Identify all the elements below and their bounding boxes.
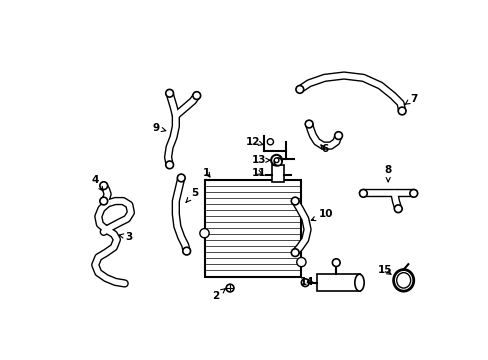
- Ellipse shape: [354, 274, 364, 291]
- Text: 1: 1: [203, 167, 210, 177]
- Circle shape: [397, 107, 405, 115]
- Circle shape: [177, 174, 185, 182]
- Circle shape: [296, 257, 305, 267]
- Text: 8: 8: [384, 165, 391, 182]
- Circle shape: [393, 205, 401, 213]
- Bar: [316, 274, 359, 291]
- Circle shape: [165, 161, 173, 169]
- Circle shape: [274, 158, 282, 166]
- Circle shape: [359, 189, 366, 197]
- Circle shape: [305, 120, 312, 128]
- Text: 13: 13: [251, 155, 269, 165]
- Text: 11: 11: [251, 167, 265, 177]
- Ellipse shape: [393, 270, 413, 291]
- Text: 12: 12: [245, 137, 263, 147]
- Circle shape: [291, 249, 299, 256]
- Text: 3: 3: [119, 232, 133, 242]
- Circle shape: [100, 197, 107, 205]
- Circle shape: [192, 92, 200, 99]
- Circle shape: [267, 139, 273, 145]
- Text: 2: 2: [212, 289, 225, 301]
- Text: 14: 14: [300, 277, 314, 287]
- Circle shape: [183, 247, 190, 255]
- Circle shape: [274, 158, 278, 163]
- Circle shape: [226, 284, 233, 292]
- Ellipse shape: [396, 273, 410, 288]
- Circle shape: [332, 259, 340, 266]
- Circle shape: [409, 189, 417, 197]
- Circle shape: [334, 132, 342, 139]
- Text: 9: 9: [152, 123, 165, 133]
- Text: 7: 7: [404, 94, 417, 104]
- Bar: [204, 180, 301, 276]
- Circle shape: [295, 86, 303, 93]
- Bar: [271, 165, 284, 182]
- Text: 10: 10: [311, 209, 333, 221]
- Circle shape: [301, 279, 308, 287]
- Circle shape: [165, 89, 173, 97]
- Text: 5: 5: [185, 188, 198, 202]
- Circle shape: [100, 182, 107, 189]
- Text: 15: 15: [377, 265, 391, 275]
- Circle shape: [270, 155, 282, 166]
- Text: 4: 4: [91, 175, 103, 191]
- Circle shape: [200, 229, 209, 238]
- Circle shape: [291, 197, 299, 205]
- Text: 6: 6: [320, 144, 327, 154]
